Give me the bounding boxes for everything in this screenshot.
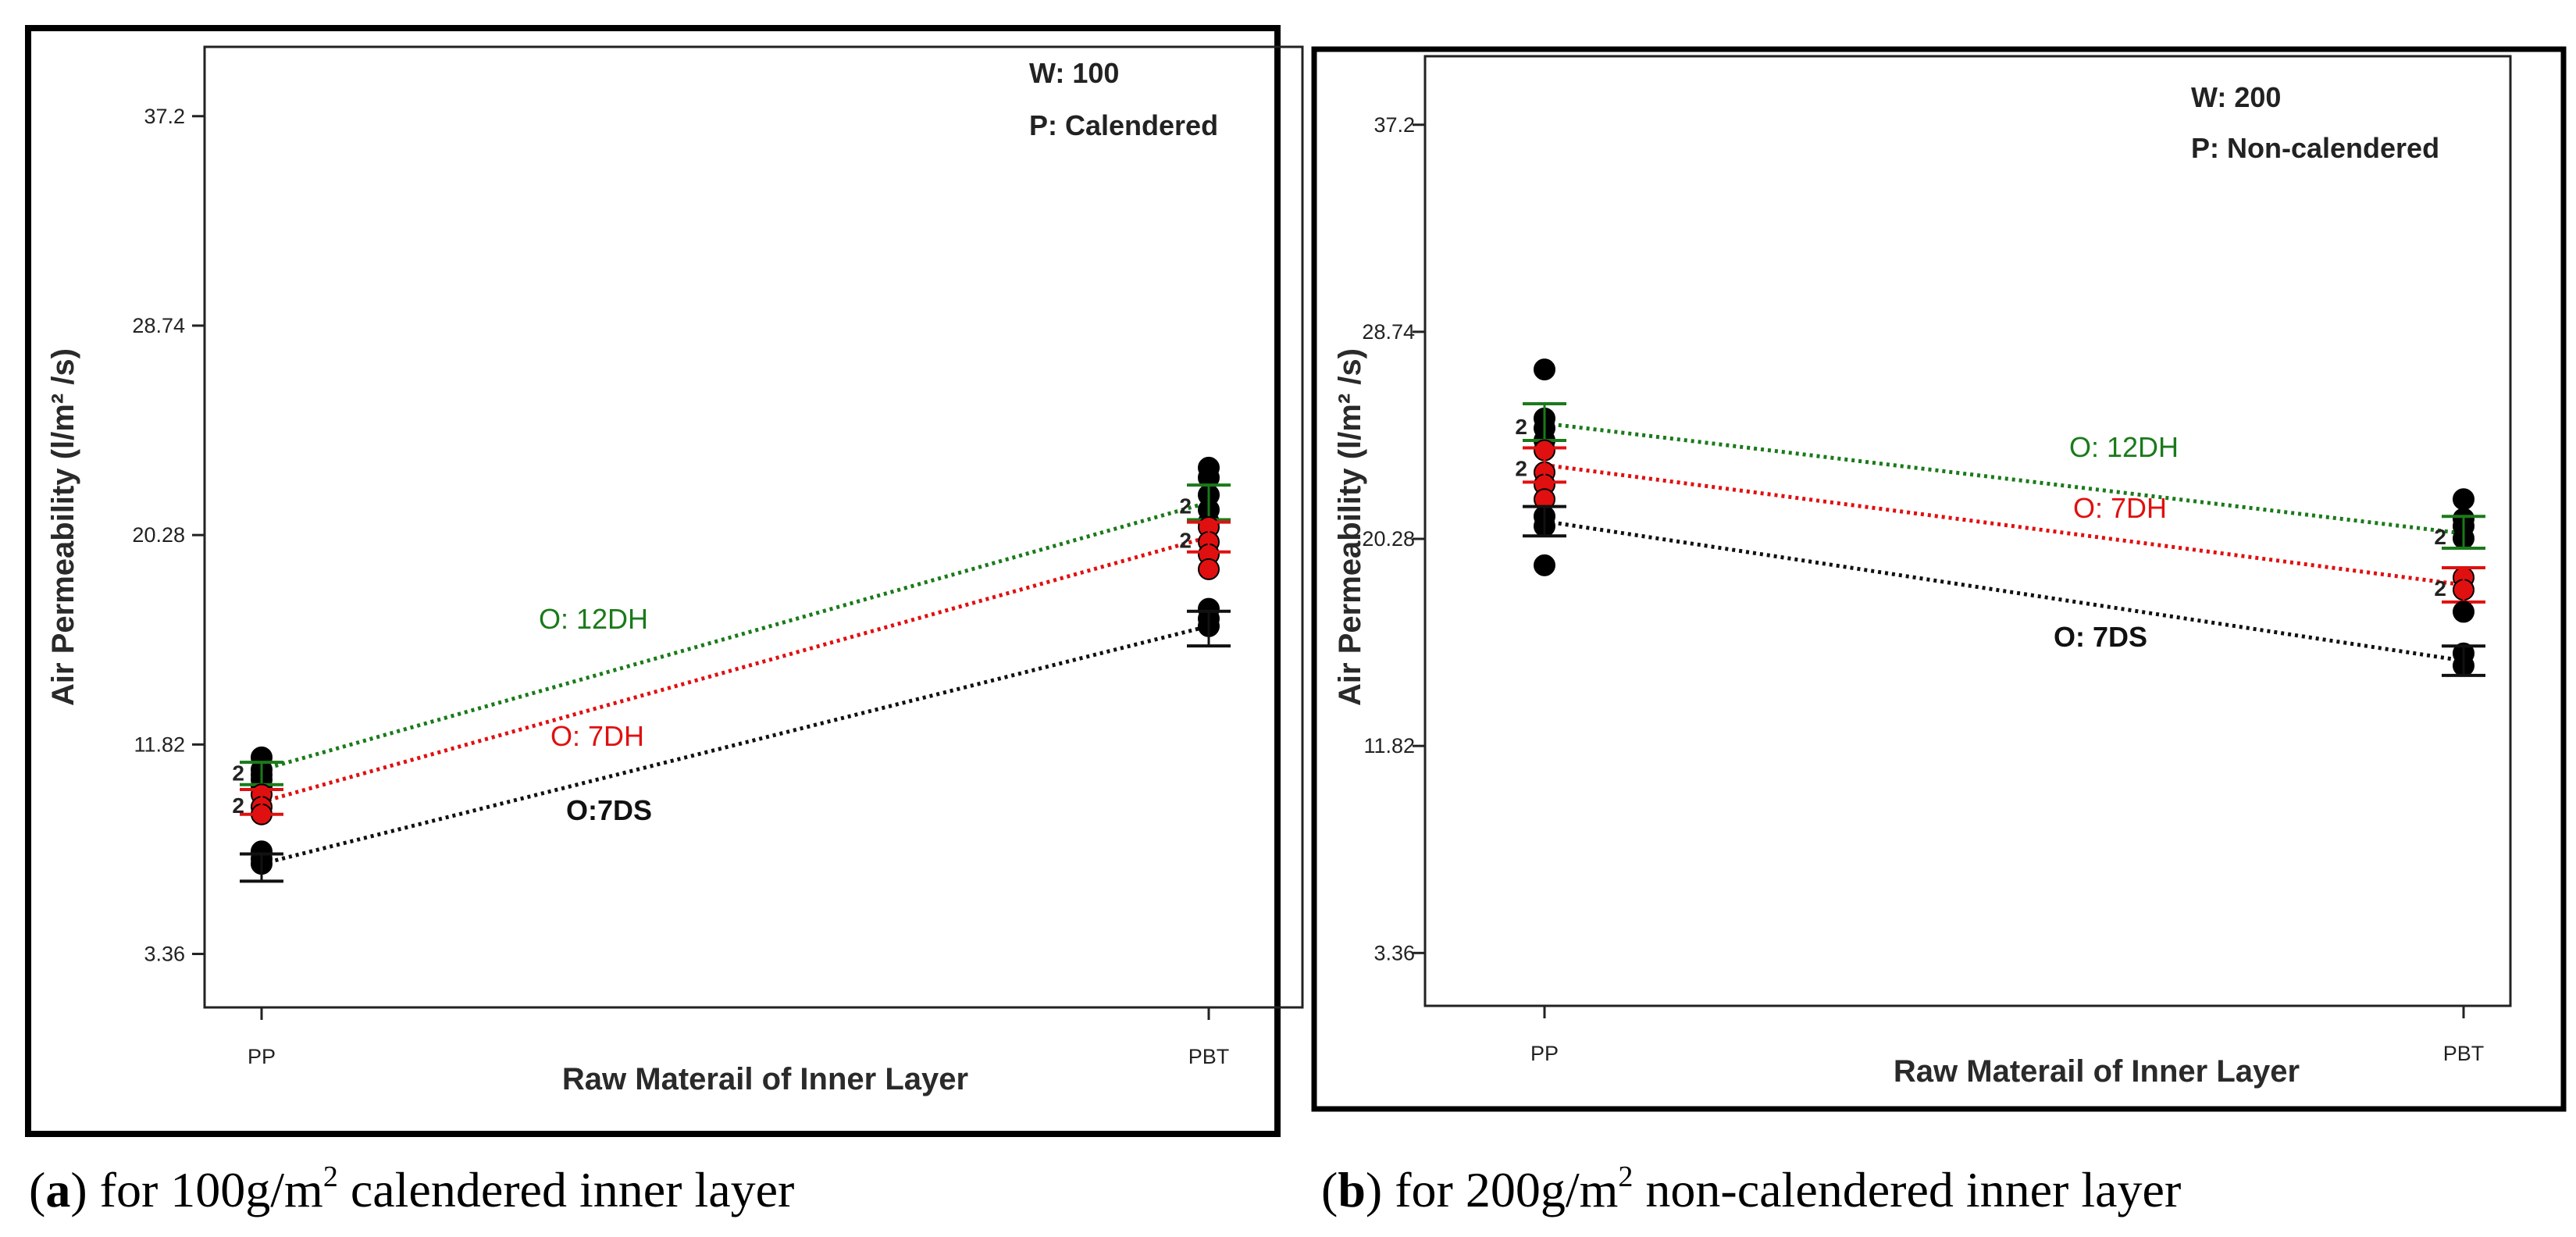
point-count-label: 2 xyxy=(2434,576,2446,601)
x-tick-label: PP xyxy=(1530,1042,1559,1065)
x-tick-label: PP xyxy=(248,1045,276,1068)
y-axis-title: Air Permeability (l/m² /s) xyxy=(46,348,80,706)
fit-line xyxy=(1544,519,2464,663)
fit-line xyxy=(261,624,1210,866)
fit-line xyxy=(261,500,1210,772)
x-axis-title: Raw Materail of Inner Layer xyxy=(1894,1054,2300,1089)
panel-caption: (a) for 100g/m2 calendered inner layer xyxy=(29,1160,794,1217)
caption-panel-label: a xyxy=(45,1162,70,1217)
plot-area xyxy=(1423,55,2512,1007)
series-o-7ds: O: 7DS xyxy=(1523,504,2485,677)
series-o-7dh: O: 7DH xyxy=(240,516,1231,825)
y-tick-label: 37.2 xyxy=(1374,113,1415,137)
chart-panel-b: 3.36 11.82 20.28 28.74 37.2 PP PBT Air Permeabi… xyxy=(1311,46,2567,1217)
point-count-label: 2 xyxy=(232,761,244,786)
annotation: P: Non-calendered xyxy=(2191,132,2439,164)
series-o-7ds: O:7DS xyxy=(240,597,1231,883)
series-label: O: 7DS xyxy=(2054,621,2147,653)
series-label: O: 7DH xyxy=(2073,492,2167,524)
caption-superscript: 2 xyxy=(1618,1160,1633,1193)
panel-caption: (b) for 200g/m2 non-calendered inner lay… xyxy=(1321,1160,2181,1217)
y-tick-label: 28.74 xyxy=(132,314,185,337)
caption-suffix: calendered inner layer xyxy=(338,1162,795,1217)
y-tick-label: 11.82 xyxy=(1363,734,1415,758)
data-point xyxy=(1534,554,1555,576)
y-tick-label: 3.36 xyxy=(144,943,185,966)
series-label: O: 12DH xyxy=(2069,431,2179,463)
y-tick-label: 3.36 xyxy=(1374,941,1415,964)
y-tick-label: 20.28 xyxy=(1362,527,1415,551)
data-point xyxy=(2453,488,2474,511)
annotation: W: 100 xyxy=(1029,57,1119,89)
caption-superscript: 2 xyxy=(323,1160,338,1193)
series-o-12dh: O: 12DH xyxy=(240,456,1231,798)
point-count-label: 2 xyxy=(1515,415,1527,439)
caption-paren-open: ( xyxy=(29,1162,45,1217)
point-count-label: 2 xyxy=(1179,494,1192,518)
y-tick-label: 28.74 xyxy=(1362,320,1415,344)
annotation: P: Calendered xyxy=(1029,109,1218,141)
caption-paren-close: ) xyxy=(1366,1162,1395,1217)
panels: 3.36 11.82 20.28 28.74 37.2 PP PBT Air Permeabi… xyxy=(25,25,2567,1217)
series-label: O: 12DH xyxy=(539,603,648,635)
data-point xyxy=(1198,558,1220,580)
caption-panel-label: b xyxy=(1338,1162,1366,1217)
annotation: W: 200 xyxy=(2191,81,2281,113)
y-tick-label: 37.2 xyxy=(144,105,185,128)
series-label: O: 7DH xyxy=(550,720,644,752)
plot-area xyxy=(203,45,1304,1009)
data-point xyxy=(2453,601,2474,623)
x-tick-label: PBT xyxy=(2443,1042,2485,1065)
y-axis-title: Air Permeability (l/m² /s) xyxy=(1333,348,1367,706)
point-count-label: 2 xyxy=(232,793,244,818)
chart-panel-a: 3.36 11.82 20.28 28.74 37.2 PP PBT Air Permeabi… xyxy=(25,25,1304,1217)
data-point xyxy=(1534,358,1555,381)
fit-line xyxy=(261,535,1210,804)
point-count-label: 2 xyxy=(2434,525,2446,549)
panel-frame xyxy=(1311,46,2567,1112)
caption-prefix: for 200g/m xyxy=(1395,1162,1618,1217)
panel-frame xyxy=(25,25,1281,1137)
x-tick-label: PBT xyxy=(1188,1045,1230,1068)
series-label: O:7DS xyxy=(566,794,652,826)
x-axis-title: Raw Materail of Inner Layer xyxy=(562,1062,968,1096)
caption-paren-open: ( xyxy=(1321,1162,1338,1217)
y-tick-label: 20.28 xyxy=(132,523,185,547)
y-tick-label: 11.82 xyxy=(134,733,185,756)
point-count-label: 2 xyxy=(1179,529,1192,553)
caption-prefix: for 100g/m xyxy=(100,1162,323,1217)
caption-paren-close: ) xyxy=(70,1162,99,1217)
series-o-7dh: O: 7DH xyxy=(1523,439,2485,604)
caption-suffix: non-calendered inner layer xyxy=(1633,1162,2181,1217)
point-count-label: 2 xyxy=(1515,456,1527,480)
